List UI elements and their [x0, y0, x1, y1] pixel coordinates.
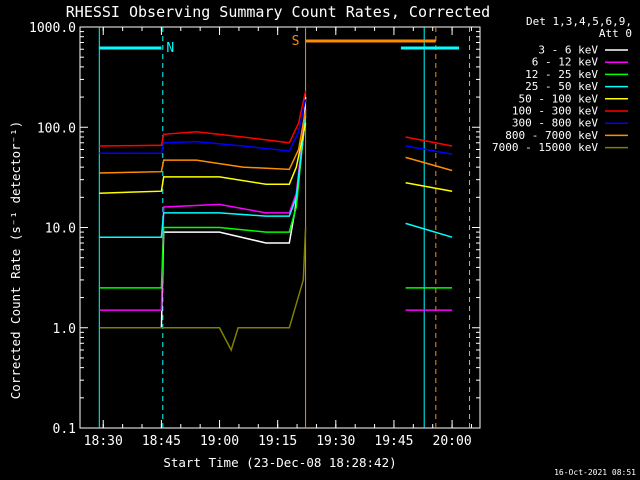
y-tick-label: 10.0: [45, 222, 76, 237]
series-line: [405, 136, 453, 147]
y-tick-label: 1000.0: [29, 21, 76, 36]
series-line: [99, 90, 307, 147]
x-axis-label: Start Time (23-Dec-08 18:28:42): [163, 455, 396, 470]
x-tick-label: 18:30: [84, 434, 123, 449]
series-line: [405, 156, 453, 172]
legend-entry-label: 800 - 7000 keV: [505, 129, 598, 142]
y-tick-label: 100.0: [37, 121, 76, 136]
series-line: [99, 112, 307, 289]
series-line: [99, 122, 307, 194]
series-line: [99, 109, 307, 174]
x-tick-label: 19:30: [316, 434, 355, 449]
series-line: [99, 115, 307, 238]
chart-title: RHESSI Observing Summary Count Rates, Co…: [66, 3, 490, 21]
x-tick-label: 19:00: [200, 434, 239, 449]
series-line: [405, 145, 453, 155]
legend-entry-label: 25 - 50 keV: [525, 80, 598, 93]
legend-entry-label: 3 - 6 keV: [538, 44, 598, 57]
legend-entry-label: 300 - 800 keV: [512, 117, 598, 130]
legend-entry-label: 100 - 300 keV: [512, 105, 598, 118]
y-axis-label: Corrected Count Rate (s⁻¹ detector⁻¹): [8, 121, 23, 399]
legend-entry-label: 12 - 25 keV: [525, 68, 598, 81]
flag-bar-label: N: [166, 41, 174, 56]
flag-bar-label: S: [292, 34, 300, 49]
series-line: [99, 109, 307, 311]
x-tick-label: 18:45: [142, 434, 181, 449]
legend-entry-label: 6 - 12 keV: [532, 56, 599, 69]
x-tick-label: 19:45: [374, 434, 413, 449]
y-tick-label: 0.1: [53, 422, 76, 437]
series-line: [405, 181, 453, 192]
series-line: [99, 99, 307, 155]
series-line: [99, 227, 307, 352]
legend-header-line1: Det 1,3,4,5,6,9,: [526, 15, 632, 28]
legend-entry-label: 7000 - 15000 keV: [492, 141, 598, 154]
legend-header-line2: Att 0: [599, 27, 632, 40]
y-tick-label: 1.0: [53, 322, 76, 337]
timestamp: 16-Oct-2021 08:51: [554, 468, 636, 477]
legend-entry-label: 50 - 100 keV: [519, 92, 599, 105]
x-tick-label: 20:00: [433, 434, 472, 449]
x-tick-label: 19:15: [258, 434, 297, 449]
plot-area: 0.1 1.0 10.0 100.0 1000.0 18:30 18:45 19:00 19:1…: [29, 21, 481, 449]
series-line: [405, 222, 453, 238]
